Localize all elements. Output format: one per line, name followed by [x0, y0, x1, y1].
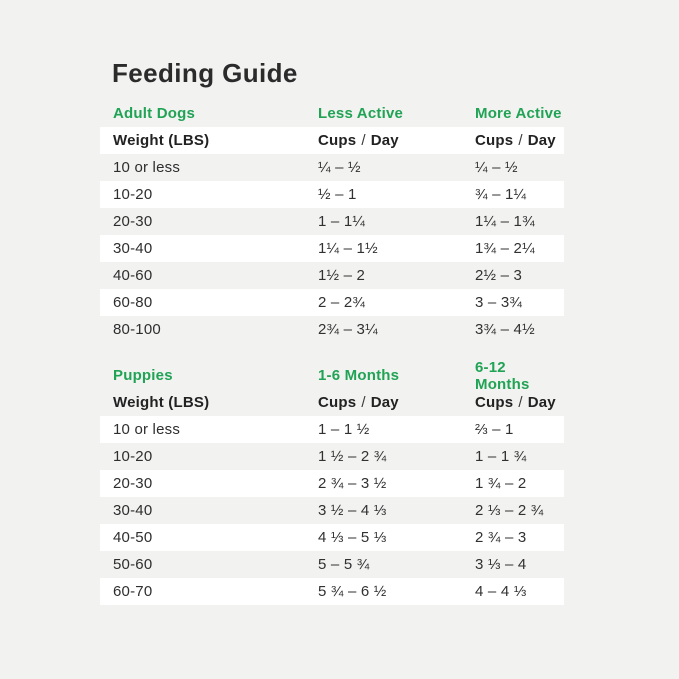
weight-cell: 10 or less [113, 421, 181, 438]
day-word: Day [370, 132, 399, 149]
weight-header: Weight (LBS) [113, 132, 210, 149]
cups-word: Cups [318, 394, 357, 411]
weight-cell: 80-100 [113, 321, 161, 338]
less-active-label: Less Active [318, 105, 404, 122]
weight-cell: 60-70 [113, 583, 153, 600]
less-active-value: 2¾ – 3¼ [318, 321, 378, 338]
more-active-value: 3¾ – 4½ [475, 321, 535, 338]
table-row: 60-80 2 – 2¾ 3 – 3¾ [100, 289, 564, 316]
slash-glyph: / [518, 394, 523, 411]
slash-glyph: / [361, 394, 366, 411]
more-active-value: ¼ – ½ [475, 159, 518, 176]
weight-cell: 10-20 [113, 448, 153, 465]
one-six-months-value: 1 – 1 ½ [318, 421, 370, 438]
table-row: 80-100 2¾ – 3¼ 3¾ – 4½ [100, 316, 564, 343]
weight-cell: 10-20 [113, 186, 153, 203]
table-row: 10 or less 1 – 1 ½ ⅔ – 1 [100, 416, 564, 443]
puppies-column-header-row: Weight (LBS) Cups / Day Cups / Day [100, 389, 564, 416]
more-active-label: More Active [475, 105, 562, 122]
more-active-value: 1¼ – 1¾ [475, 213, 535, 230]
page-title: Feeding Guide [112, 58, 298, 88]
more-active-value: ¾ – 1¼ [475, 186, 527, 203]
puppies-table: Puppies 1-6 Months 6-12 Months Weight (L… [100, 359, 564, 605]
adult-dogs-label: Adult Dogs [113, 105, 195, 122]
cups-word: Cups [318, 132, 357, 149]
table-row: 10 or less ¼ – ½ ¼ – ½ [100, 154, 564, 181]
one-six-months-value: 2 ¾ – 3 ½ [318, 475, 387, 492]
adult-dogs-section-header: Adult Dogs Less Active More Active [100, 100, 564, 127]
weight-cell: 40-50 [113, 529, 153, 546]
table-row: 50-60 5 – 5 ¾ 3 ⅓ – 4 [100, 551, 564, 578]
less-active-value: 1¼ – 1½ [318, 240, 378, 257]
puppies-section-header: Puppies 1-6 Months 6-12 Months [100, 359, 564, 393]
day-word: Day [527, 394, 556, 411]
less-active-value: 1 – 1¼ [318, 213, 366, 230]
weight-cell: 20-30 [113, 213, 153, 230]
table-row: 20-30 1 – 1¼ 1¼ – 1¾ [100, 208, 564, 235]
weight-cell: 50-60 [113, 556, 153, 573]
weight-header: Weight (LBS) [113, 394, 210, 411]
cups-word: Cups [475, 132, 514, 149]
one-six-months-value: 5 – 5 ¾ [318, 556, 370, 573]
table-row: 40-60 1½ – 2 2½ – 3 [100, 262, 564, 289]
table-row: 10-20 ½ – 1 ¾ – 1¼ [100, 181, 564, 208]
six-twelve-months-value: 2 ⅓ – 2 ¾ [475, 502, 544, 519]
one-six-months-value: 5 ¾ – 6 ½ [318, 583, 387, 600]
day-word: Day [370, 394, 399, 411]
one-six-months-value: 3 ½ – 4 ⅓ [318, 502, 387, 519]
cups-word: Cups [475, 394, 514, 411]
one-six-months-label: 1-6 Months [318, 367, 400, 384]
weight-cell: 40-60 [113, 267, 153, 284]
one-six-months-value: 4 ⅓ – 5 ⅓ [318, 529, 387, 546]
puppies-label: Puppies [113, 367, 173, 384]
table-row: 60-70 5 ¾ – 6 ½ 4 – 4 ⅓ [100, 578, 564, 605]
less-active-value: ¼ – ½ [318, 159, 361, 176]
table-row: 40-50 4 ⅓ – 5 ⅓ 2 ¾ – 3 [100, 524, 564, 551]
more-active-value: 2½ – 3 [475, 267, 523, 284]
six-twelve-months-value: 1 ¾ – 2 [475, 475, 527, 492]
cups-day-header: Cups / Day [318, 394, 475, 411]
adult-dogs-table: Adult Dogs Less Active More Active Weigh… [100, 100, 564, 343]
one-six-months-value: 1 ½ – 2 ¾ [318, 448, 387, 465]
table-row: 20-30 2 ¾ – 3 ½ 1 ¾ – 2 [100, 470, 564, 497]
table-row: 30-40 3 ½ – 4 ⅓ 2 ⅓ – 2 ¾ [100, 497, 564, 524]
weight-cell: 20-30 [113, 475, 153, 492]
slash-glyph: / [518, 132, 523, 149]
weight-cell: 10 or less [113, 159, 181, 176]
six-twelve-months-label: 6-12 Months [475, 358, 530, 393]
cups-day-header: Cups / Day [475, 394, 564, 411]
six-twelve-months-value: 3 ⅓ – 4 [475, 556, 527, 573]
day-word: Day [527, 132, 556, 149]
slash-glyph: / [361, 132, 366, 149]
table-row: 30-40 1¼ – 1½ 1¾ – 2¼ [100, 235, 564, 262]
less-active-value: 2 – 2¾ [318, 294, 366, 311]
more-active-value: 3 – 3¾ [475, 294, 523, 311]
less-active-value: ½ – 1 [318, 186, 357, 203]
more-active-value: 1¾ – 2¼ [475, 240, 535, 257]
cups-day-header: Cups / Day [318, 132, 475, 149]
less-active-value: 1½ – 2 [318, 267, 366, 284]
six-twelve-months-value: 2 ¾ – 3 [475, 529, 527, 546]
weight-cell: 60-80 [113, 294, 153, 311]
cups-day-header: Cups / Day [475, 132, 564, 149]
six-twelve-months-value: ⅔ – 1 [475, 421, 514, 438]
adult-column-header-row: Weight (LBS) Cups / Day Cups / Day [100, 127, 564, 154]
table-row: 10-20 1 ½ – 2 ¾ 1 – 1 ¾ [100, 443, 564, 470]
weight-cell: 30-40 [113, 502, 153, 519]
six-twelve-months-value: 1 – 1 ¾ [475, 448, 527, 465]
six-twelve-months-value: 4 – 4 ⅓ [475, 583, 527, 600]
weight-cell: 30-40 [113, 240, 153, 257]
